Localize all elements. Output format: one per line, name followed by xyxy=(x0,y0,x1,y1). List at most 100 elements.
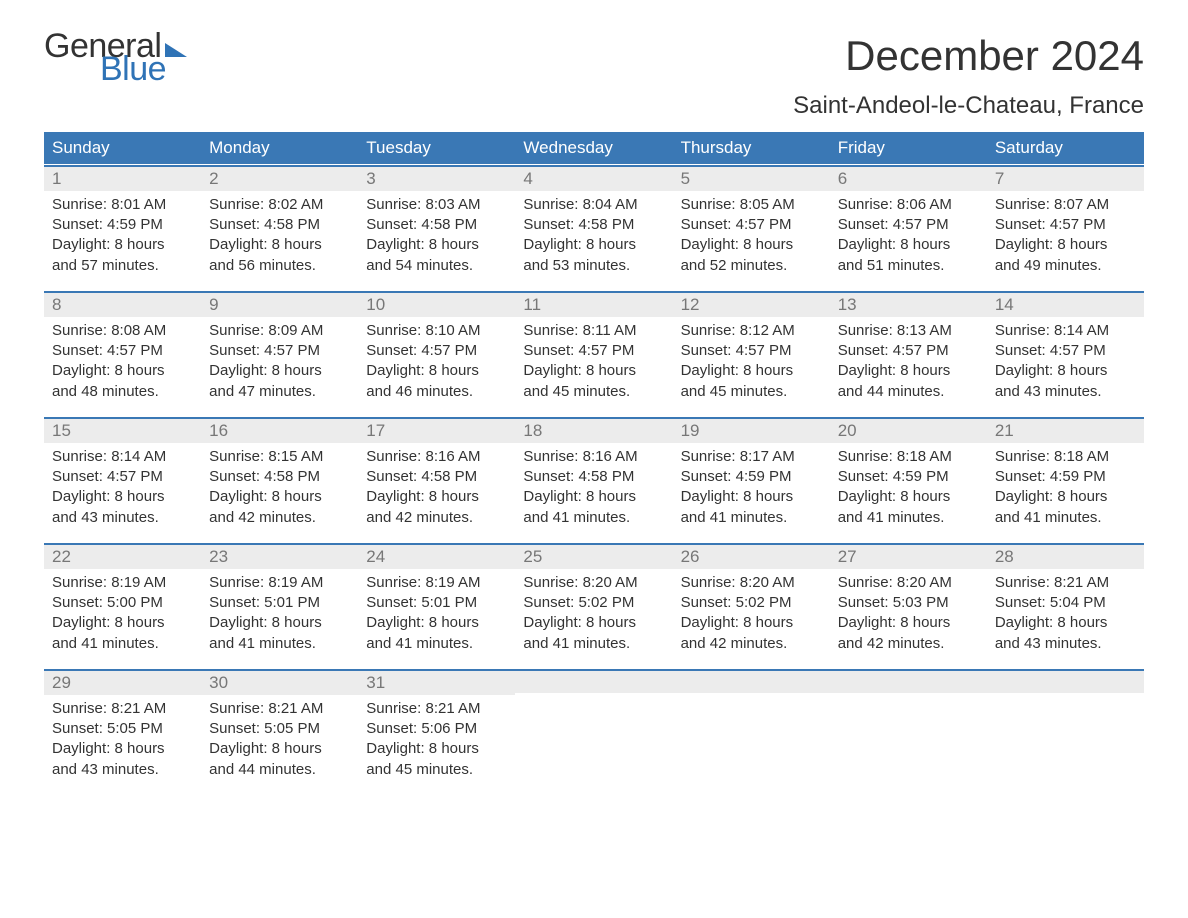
week-row: 8Sunrise: 8:08 AMSunset: 4:57 PMDaylight… xyxy=(44,291,1144,416)
logo-word-blue: Blue xyxy=(100,55,187,84)
day-number-bar: 12 xyxy=(673,293,830,317)
day-cell: 29Sunrise: 8:21 AMSunset: 5:05 PMDayligh… xyxy=(44,669,201,794)
day-cell: 11Sunrise: 8:11 AMSunset: 4:57 PMDayligh… xyxy=(515,291,672,416)
day-body: Sunrise: 8:05 AMSunset: 4:57 PMDaylight:… xyxy=(673,191,830,276)
day-d2: and 42 minutes. xyxy=(209,508,350,528)
day-body: Sunrise: 8:13 AMSunset: 4:57 PMDaylight:… xyxy=(830,317,987,402)
day-body: Sunrise: 8:16 AMSunset: 4:58 PMDaylight:… xyxy=(515,443,672,528)
day-number: 4 xyxy=(523,169,532,188)
day-sunset: Sunset: 4:58 PM xyxy=(523,215,664,235)
day-body: Sunrise: 8:15 AMSunset: 4:58 PMDaylight:… xyxy=(201,443,358,528)
day-d1: Daylight: 8 hours xyxy=(523,487,664,507)
day-d2: and 43 minutes. xyxy=(52,508,193,528)
day-sunrise: Sunrise: 8:21 AM xyxy=(52,699,193,719)
day-d2: and 43 minutes. xyxy=(52,760,193,780)
day-sunset: Sunset: 5:01 PM xyxy=(366,593,507,613)
day-cell: 28Sunrise: 8:21 AMSunset: 5:04 PMDayligh… xyxy=(987,543,1144,668)
day-d1: Daylight: 8 hours xyxy=(838,613,979,633)
day-d2: and 41 minutes. xyxy=(523,634,664,654)
day-cell xyxy=(987,669,1144,794)
day-d1: Daylight: 8 hours xyxy=(838,235,979,255)
day-sunrise: Sunrise: 8:21 AM xyxy=(209,699,350,719)
day-d2: and 45 minutes. xyxy=(681,382,822,402)
day-d1: Daylight: 8 hours xyxy=(366,613,507,633)
day-sunset: Sunset: 4:59 PM xyxy=(681,467,822,487)
day-number-bar-empty xyxy=(830,671,987,693)
day-sunset: Sunset: 5:06 PM xyxy=(366,719,507,739)
day-number: 24 xyxy=(366,547,385,566)
day-number-bar: 31 xyxy=(358,671,515,695)
day-number: 7 xyxy=(995,169,1004,188)
day-number: 30 xyxy=(209,673,228,692)
day-d2: and 41 minutes. xyxy=(995,508,1136,528)
day-d1: Daylight: 8 hours xyxy=(52,235,193,255)
day-d2: and 41 minutes. xyxy=(366,634,507,654)
day-body: Sunrise: 8:02 AMSunset: 4:58 PMDaylight:… xyxy=(201,191,358,276)
day-number-bar: 22 xyxy=(44,545,201,569)
dow-cell: Tuesday xyxy=(358,132,515,164)
day-d2: and 45 minutes. xyxy=(523,382,664,402)
day-number-bar: 10 xyxy=(358,293,515,317)
day-sunset: Sunset: 4:57 PM xyxy=(209,341,350,361)
day-body: Sunrise: 8:19 AMSunset: 5:00 PMDaylight:… xyxy=(44,569,201,654)
day-d1: Daylight: 8 hours xyxy=(52,613,193,633)
day-number: 9 xyxy=(209,295,218,314)
page-title: December 2024 xyxy=(845,32,1144,80)
day-sunrise: Sunrise: 8:16 AM xyxy=(366,447,507,467)
day-number: 6 xyxy=(838,169,847,188)
dow-cell: Sunday xyxy=(44,132,201,164)
day-sunset: Sunset: 5:04 PM xyxy=(995,593,1136,613)
day-number: 12 xyxy=(681,295,700,314)
calendar: SundayMondayTuesdayWednesdayThursdayFrid… xyxy=(44,132,1144,794)
day-number: 23 xyxy=(209,547,228,566)
day-sunset: Sunset: 4:57 PM xyxy=(681,215,822,235)
day-number: 27 xyxy=(838,547,857,566)
day-sunset: Sunset: 5:05 PM xyxy=(209,719,350,739)
day-d2: and 54 minutes. xyxy=(366,256,507,276)
day-cell: 5Sunrise: 8:05 AMSunset: 4:57 PMDaylight… xyxy=(673,165,830,290)
day-cell: 16Sunrise: 8:15 AMSunset: 4:58 PMDayligh… xyxy=(201,417,358,542)
day-cell: 26Sunrise: 8:20 AMSunset: 5:02 PMDayligh… xyxy=(673,543,830,668)
day-sunset: Sunset: 4:57 PM xyxy=(523,341,664,361)
day-d2: and 44 minutes. xyxy=(209,760,350,780)
day-body: Sunrise: 8:21 AMSunset: 5:05 PMDaylight:… xyxy=(44,695,201,780)
day-body: Sunrise: 8:08 AMSunset: 4:57 PMDaylight:… xyxy=(44,317,201,402)
day-sunset: Sunset: 4:57 PM xyxy=(838,215,979,235)
day-cell: 27Sunrise: 8:20 AMSunset: 5:03 PMDayligh… xyxy=(830,543,987,668)
day-sunset: Sunset: 4:59 PM xyxy=(995,467,1136,487)
day-d1: Daylight: 8 hours xyxy=(523,613,664,633)
day-body: Sunrise: 8:06 AMSunset: 4:57 PMDaylight:… xyxy=(830,191,987,276)
day-number-bar: 5 xyxy=(673,167,830,191)
day-sunrise: Sunrise: 8:02 AM xyxy=(209,195,350,215)
day-body: Sunrise: 8:14 AMSunset: 4:57 PMDaylight:… xyxy=(44,443,201,528)
day-body: Sunrise: 8:12 AMSunset: 4:57 PMDaylight:… xyxy=(673,317,830,402)
day-body: Sunrise: 8:19 AMSunset: 5:01 PMDaylight:… xyxy=(358,569,515,654)
day-body: Sunrise: 8:21 AMSunset: 5:06 PMDaylight:… xyxy=(358,695,515,780)
day-cell: 10Sunrise: 8:10 AMSunset: 4:57 PMDayligh… xyxy=(358,291,515,416)
day-cell: 13Sunrise: 8:13 AMSunset: 4:57 PMDayligh… xyxy=(830,291,987,416)
day-cell: 21Sunrise: 8:18 AMSunset: 4:59 PMDayligh… xyxy=(987,417,1144,542)
day-d2: and 48 minutes. xyxy=(52,382,193,402)
day-sunset: Sunset: 4:59 PM xyxy=(52,215,193,235)
day-number-bar: 1 xyxy=(44,167,201,191)
day-sunset: Sunset: 5:02 PM xyxy=(681,593,822,613)
dow-cell: Wednesday xyxy=(515,132,672,164)
day-cell: 17Sunrise: 8:16 AMSunset: 4:58 PMDayligh… xyxy=(358,417,515,542)
day-number: 22 xyxy=(52,547,71,566)
day-sunrise: Sunrise: 8:15 AM xyxy=(209,447,350,467)
day-d1: Daylight: 8 hours xyxy=(366,361,507,381)
dow-cell: Thursday xyxy=(673,132,830,164)
day-sunset: Sunset: 5:01 PM xyxy=(209,593,350,613)
day-d1: Daylight: 8 hours xyxy=(995,361,1136,381)
day-sunset: Sunset: 4:59 PM xyxy=(838,467,979,487)
day-cell: 20Sunrise: 8:18 AMSunset: 4:59 PMDayligh… xyxy=(830,417,987,542)
day-cell: 3Sunrise: 8:03 AMSunset: 4:58 PMDaylight… xyxy=(358,165,515,290)
week-row: 1Sunrise: 8:01 AMSunset: 4:59 PMDaylight… xyxy=(44,165,1144,290)
day-number-bar: 8 xyxy=(44,293,201,317)
day-number-bar: 13 xyxy=(830,293,987,317)
day-d2: and 42 minutes. xyxy=(838,634,979,654)
dow-cell: Friday xyxy=(830,132,987,164)
day-number: 31 xyxy=(366,673,385,692)
day-d1: Daylight: 8 hours xyxy=(838,361,979,381)
day-number-bar-empty xyxy=(673,671,830,693)
